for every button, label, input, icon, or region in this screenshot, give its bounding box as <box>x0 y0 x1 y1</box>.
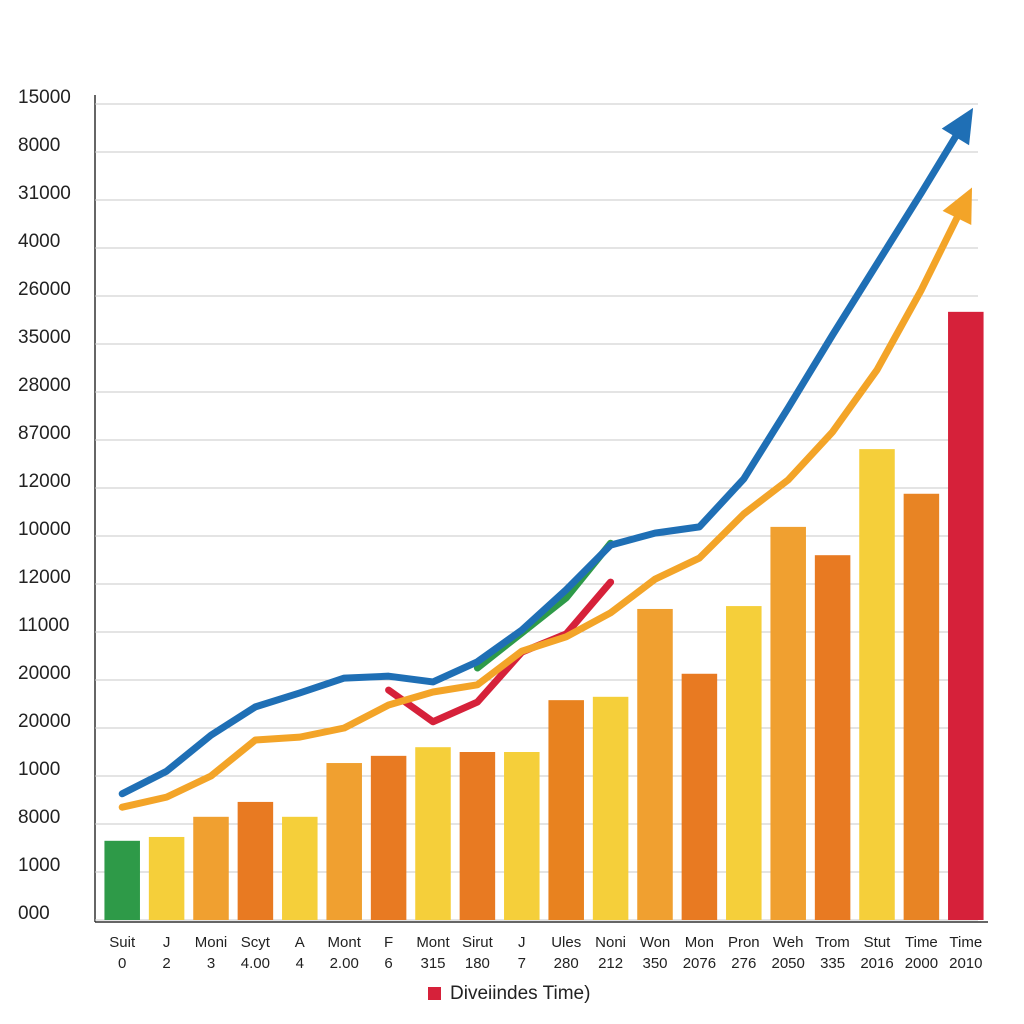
bar <box>681 673 718 920</box>
line <box>118 196 970 811</box>
y-tick-label: 1000 <box>18 759 60 780</box>
line <box>118 116 970 798</box>
x-tick-label: 7 <box>518 955 526 972</box>
x-tick-label: Suit <box>109 934 136 951</box>
bar <box>370 755 407 920</box>
bar <box>193 816 229 920</box>
x-tick-label: 315 <box>420 955 445 972</box>
x-tick-label: 212 <box>598 955 623 972</box>
x-tick-label: Won <box>640 934 671 951</box>
bar <box>770 526 806 920</box>
y-tick-label: 000 <box>18 903 50 924</box>
x-tick-label: 280 <box>554 955 579 972</box>
x-tick-label: F <box>384 934 393 951</box>
x-tick-label: Mont <box>328 934 362 951</box>
x-tick-label: 2050 <box>772 955 805 972</box>
x-tick-label: 4 <box>296 955 304 972</box>
x-tick-label: 0 <box>118 955 126 972</box>
x-tick-label: Noni <box>595 934 626 951</box>
x-tick-label: 4.00 <box>241 955 270 972</box>
y-tick-label: 28000 <box>18 375 71 396</box>
y-tick-label: 11000 <box>18 615 69 636</box>
bar <box>282 816 318 920</box>
bar <box>148 836 185 920</box>
bar <box>415 747 451 920</box>
legend-label: Diveiindes Time) <box>450 983 590 1004</box>
bar <box>948 311 984 921</box>
x-tick-label: Ules <box>551 934 581 951</box>
x-tick-label: 335 <box>820 955 845 972</box>
bar <box>504 752 540 920</box>
x-tick-label: Scyt <box>241 934 271 951</box>
x-tick-label: 6 <box>384 955 392 972</box>
x-tick-label: Pron <box>728 934 760 951</box>
y-tick-label: 12000 <box>18 567 71 588</box>
x-tick-label: 2 <box>162 955 170 972</box>
bar <box>104 840 140 920</box>
bar <box>903 493 940 920</box>
x-tick-label: Moni <box>195 934 228 951</box>
bar <box>548 700 584 920</box>
x-tick-label: 180 <box>465 955 490 972</box>
y-tick-label: 35000 <box>18 327 71 348</box>
y-tick-label: 12000 <box>18 471 71 492</box>
x-tick-label: J <box>518 934 526 951</box>
x-tick-label: Weh <box>773 934 804 951</box>
y-tick-label: 4000 <box>18 231 60 252</box>
x-tick-label: 276 <box>731 955 756 972</box>
bar <box>459 752 496 920</box>
x-tick-label: Time <box>905 934 938 951</box>
y-tick-label: 20000 <box>18 711 71 732</box>
bar <box>592 696 629 920</box>
bar <box>637 608 673 920</box>
bar <box>859 449 895 920</box>
x-tick-label: Trom <box>815 934 849 951</box>
x-tick-label: 2.00 <box>330 955 359 972</box>
bar <box>326 763 362 920</box>
bar <box>237 801 274 920</box>
y-tick-label: 1000 <box>18 855 60 876</box>
legend-swatch <box>428 987 441 1000</box>
y-tick-label: 8000 <box>18 807 60 828</box>
x-tick-label: Stut <box>864 934 892 951</box>
x-tick-label: Sirut <box>462 934 494 951</box>
x-tick-label: Mon <box>685 934 714 951</box>
bar <box>814 555 851 920</box>
y-tick-label: 20000 <box>18 663 71 684</box>
y-tick-label: 10000 <box>18 519 71 540</box>
y-tick-label: 15000 <box>18 87 71 108</box>
x-tick-label: 2010 <box>949 955 982 972</box>
y-tick-label: 31000 <box>18 183 71 204</box>
x-tick-label: 2000 <box>905 955 938 972</box>
x-tick-label: 2016 <box>860 955 893 972</box>
x-tick-label: J <box>163 934 171 951</box>
line <box>385 578 615 726</box>
y-tick-label: 8000 <box>18 135 60 156</box>
arrowhead <box>942 187 973 226</box>
x-tick-label: 350 <box>642 955 667 972</box>
arrowhead <box>941 107 974 146</box>
bar <box>726 606 762 920</box>
y-tick-label: 26000 <box>18 279 71 300</box>
x-tick-label: 2076 <box>683 955 716 972</box>
x-tick-label: 3 <box>207 955 215 972</box>
y-tick-label: 87000 <box>18 423 71 444</box>
x-tick-label: Time <box>949 934 982 951</box>
x-tick-label: Mont <box>416 934 450 951</box>
x-tick-label: A <box>295 934 305 951</box>
